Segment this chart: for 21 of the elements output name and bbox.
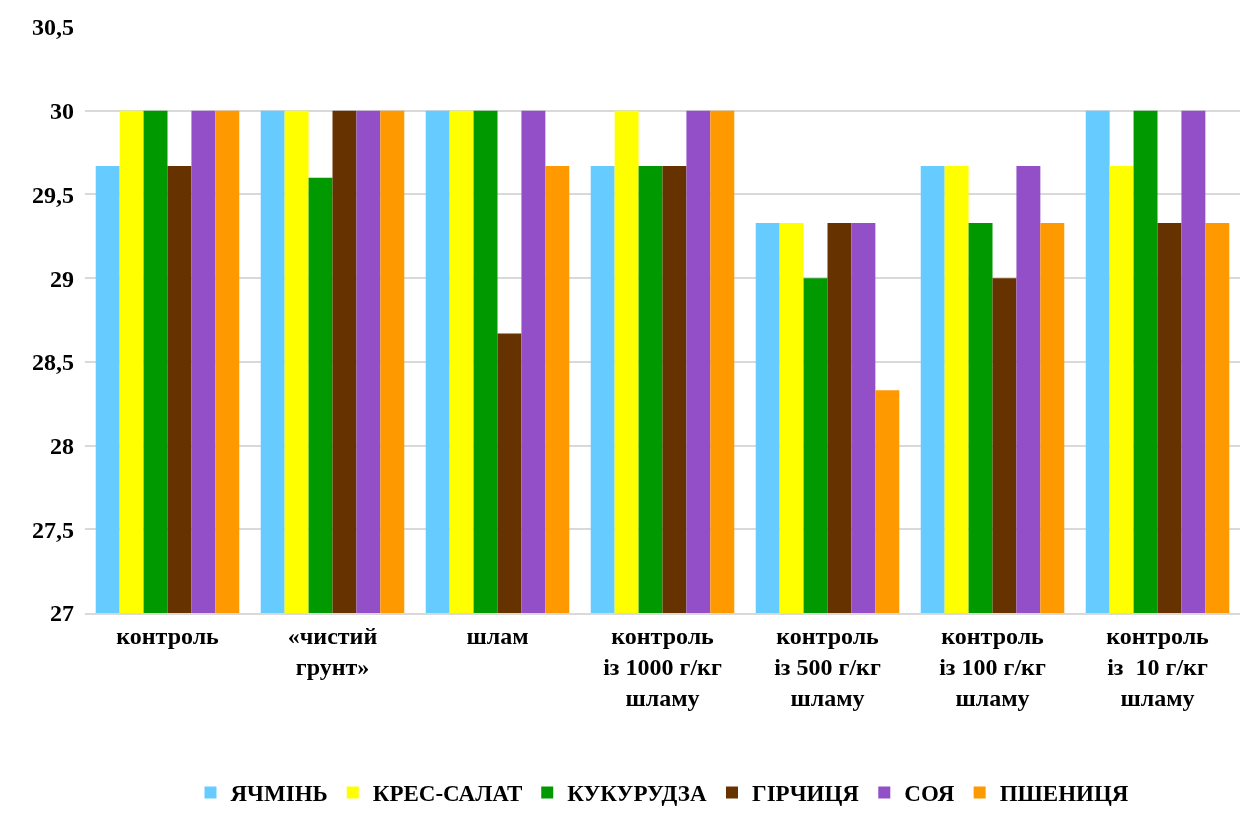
x-tick-label: «чистий грунт» [287, 622, 378, 680]
y-tick-label: 27,5 [32, 516, 74, 543]
y-tick-label: 27 [50, 600, 74, 627]
legend-label: ГІРЧИЦЯ [751, 781, 860, 807]
x-tick-label: контроль із 1000 г/кг шламу [603, 622, 722, 712]
legend-label: КРЕС-САЛАТ [372, 781, 523, 807]
x-tick-label: контроль із 500 г/кг шламу [774, 622, 881, 712]
y-tick-label: 28,5 [32, 349, 74, 376]
y-tick-label: 28 [50, 432, 74, 459]
y-tick-label: 30,5 [32, 14, 74, 41]
y-tick-label: 29 [50, 265, 74, 292]
x-tick-label: контроль [116, 622, 220, 649]
legend-label: СОЯ [904, 781, 955, 807]
legend-label: ЯЧМІНЬ [230, 781, 328, 807]
legend-label: КУКУРУДЗА [567, 781, 707, 807]
y-tick-label: 29,5 [32, 181, 74, 208]
legend-label: ПШЕНИЦЯ [999, 781, 1129, 807]
x-tick-label: контроль із 10 г/кг шламу [1106, 622, 1210, 712]
y-tick-label: 30 [50, 98, 74, 125]
x-tick-label: контроль із 100 г/кг шламу [939, 622, 1046, 712]
x-tick-label: шлам [466, 622, 529, 649]
